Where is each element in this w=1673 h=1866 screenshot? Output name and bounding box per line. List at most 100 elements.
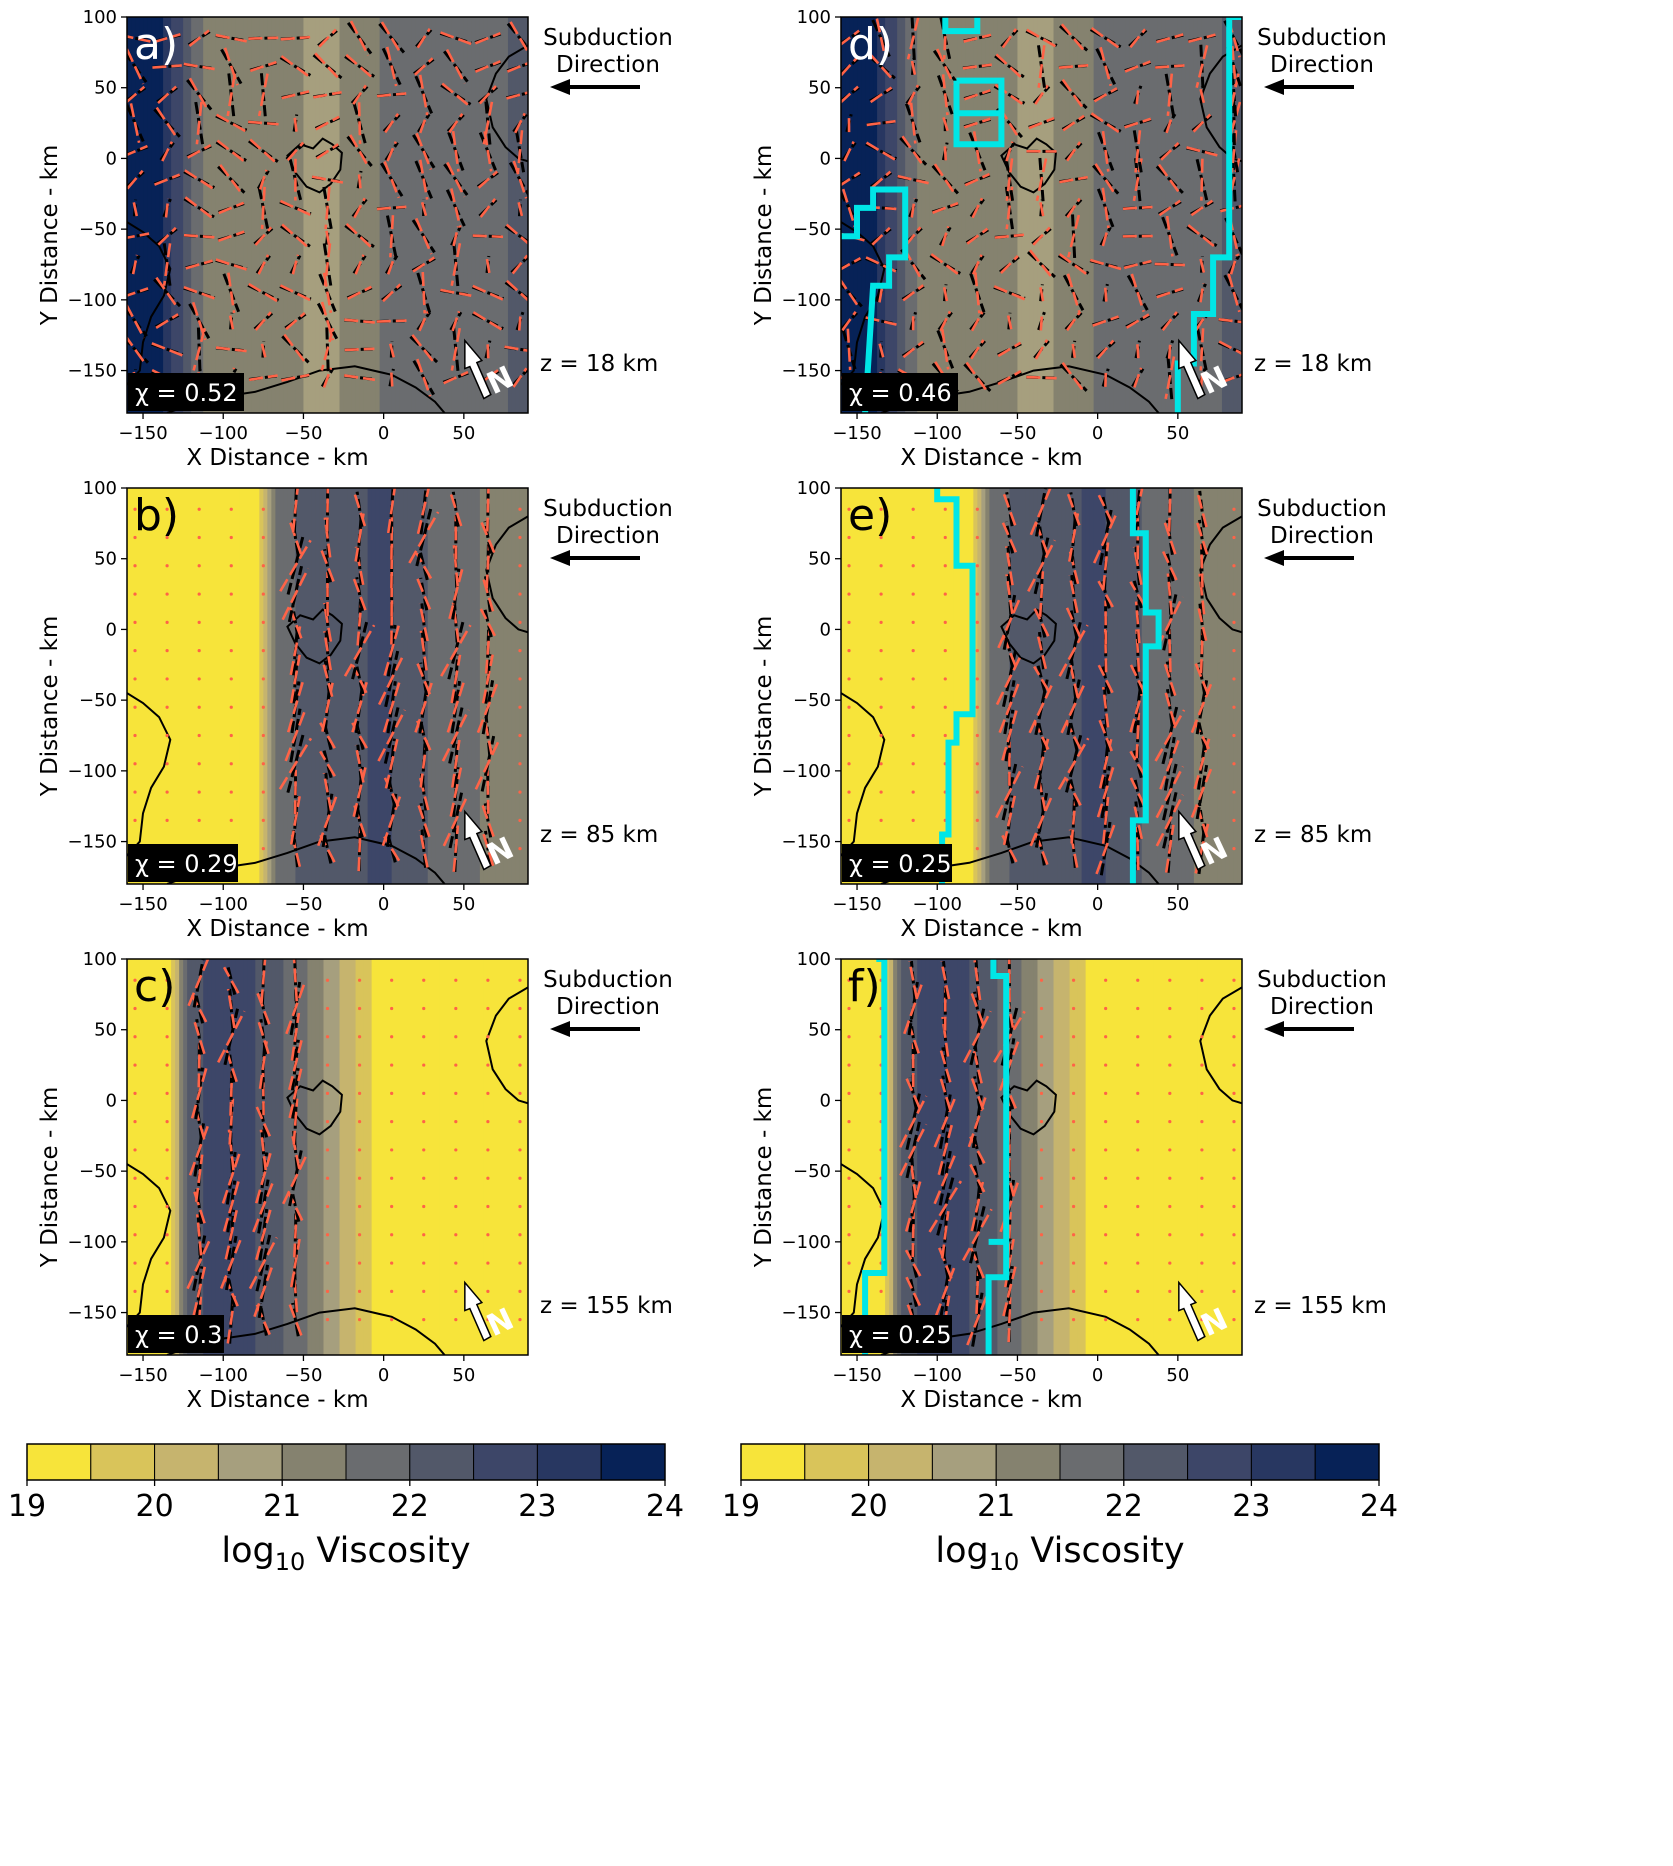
measured-split (377, 652, 406, 706)
viscosity-band (1129, 959, 1135, 1355)
split-dot (1136, 1261, 1140, 1265)
split-dot (261, 847, 265, 851)
panel-c: c)χ = 0.3 N−150 −100 −50 0 50−150−100−5005010… (37, 949, 673, 1413)
split-dot (133, 1120, 137, 1124)
measured-split (1061, 361, 1086, 394)
viscosity-band (183, 959, 188, 1355)
measured-split (293, 769, 298, 815)
split-dot (1136, 1318, 1140, 1322)
viscosity-band (495, 17, 501, 413)
predicted-split (1068, 606, 1079, 639)
split-dot (1232, 507, 1236, 511)
viscosity-band (861, 488, 866, 884)
viscosity-band (255, 17, 261, 413)
viscosity-band (403, 959, 409, 1355)
viscosity-band (515, 959, 521, 1355)
split-dot (325, 1091, 330, 1095)
split-dot (486, 1006, 490, 1011)
predicted-split (344, 55, 375, 78)
split-dot (486, 1148, 490, 1152)
split-dot (879, 507, 883, 511)
measured-split (1229, 254, 1239, 275)
measured-split (1154, 709, 1186, 762)
viscosity-band (499, 17, 505, 413)
measured-split (443, 370, 469, 385)
measured-split (222, 1181, 240, 1232)
viscosity-band (841, 959, 846, 1355)
split-dot (261, 564, 265, 568)
viscosity-band (135, 488, 140, 884)
viscosity-band (845, 488, 850, 884)
predicted-split (355, 803, 364, 838)
viscosity-band (447, 959, 453, 1355)
measured-split (278, 737, 313, 790)
measured-split (418, 603, 429, 642)
measured-split (187, 959, 210, 1007)
measured-split (973, 960, 982, 1001)
predicted-split (448, 707, 464, 764)
measured-split (290, 1130, 301, 1169)
viscosity-band (143, 17, 148, 413)
split-dot (911, 564, 915, 568)
measured-split (870, 170, 892, 189)
measured-split (963, 33, 992, 43)
split-dot (943, 620, 947, 624)
viscosity-band (1125, 17, 1131, 413)
measured-split (319, 750, 336, 777)
viscosity-band (443, 17, 449, 413)
x-tick-label: −100 (199, 1365, 248, 1386)
split-dot (518, 649, 522, 653)
measured-split (183, 233, 215, 239)
colorbar-frame (26, 1443, 666, 1481)
panel-label: e) (848, 490, 892, 541)
measured-split (1155, 794, 1184, 847)
viscosity-band (1229, 17, 1235, 413)
split-dot (975, 620, 979, 624)
split-dot (390, 1289, 394, 1293)
x-tick-label: 0 (378, 1365, 389, 1386)
measured-split (1059, 175, 1088, 184)
split-dot (390, 978, 394, 982)
measured-split (386, 141, 398, 162)
measured-split (442, 794, 469, 847)
viscosity-band (929, 488, 935, 884)
measured-split (481, 576, 495, 612)
subduction-arrow-head (550, 1021, 570, 1037)
split-dot (229, 592, 233, 596)
measured-split (933, 1152, 958, 1205)
measured-split (129, 103, 141, 144)
viscosity-band (1089, 488, 1095, 884)
viscosity-band (1073, 959, 1079, 1355)
split-dot (847, 762, 851, 766)
predicted-split (217, 165, 246, 194)
split-dot (518, 620, 522, 624)
split-dot (357, 1176, 362, 1180)
split-dot (1168, 1035, 1172, 1039)
viscosity-band (1237, 959, 1242, 1355)
measured-split (479, 198, 497, 218)
split-dot (325, 1176, 330, 1180)
measured-split (1092, 511, 1119, 564)
predicted-split (447, 621, 465, 680)
split-dot (390, 1261, 394, 1265)
viscosity-band (889, 488, 894, 884)
chi-badge: χ = 0.46 (842, 373, 958, 411)
measured-split (841, 278, 861, 309)
colorbar-tick-label: 22 (1105, 1489, 1143, 1524)
viscosity-band (1141, 17, 1147, 413)
measured-split (1026, 375, 1057, 380)
viscosity-band (219, 17, 225, 413)
viscosity-band (1121, 959, 1127, 1355)
measured-split (1029, 488, 1052, 536)
x-tick-label: −150 (832, 1365, 881, 1386)
predicted-split (280, 224, 311, 248)
measured-split (1058, 63, 1089, 70)
viscosity-band (973, 959, 979, 1355)
measured-split (357, 102, 362, 144)
viscosity-band (355, 17, 361, 413)
viscosity-band (463, 17, 469, 413)
viscosity-band (973, 17, 979, 413)
measured-split (511, 254, 528, 275)
region-outline (934, 488, 976, 884)
